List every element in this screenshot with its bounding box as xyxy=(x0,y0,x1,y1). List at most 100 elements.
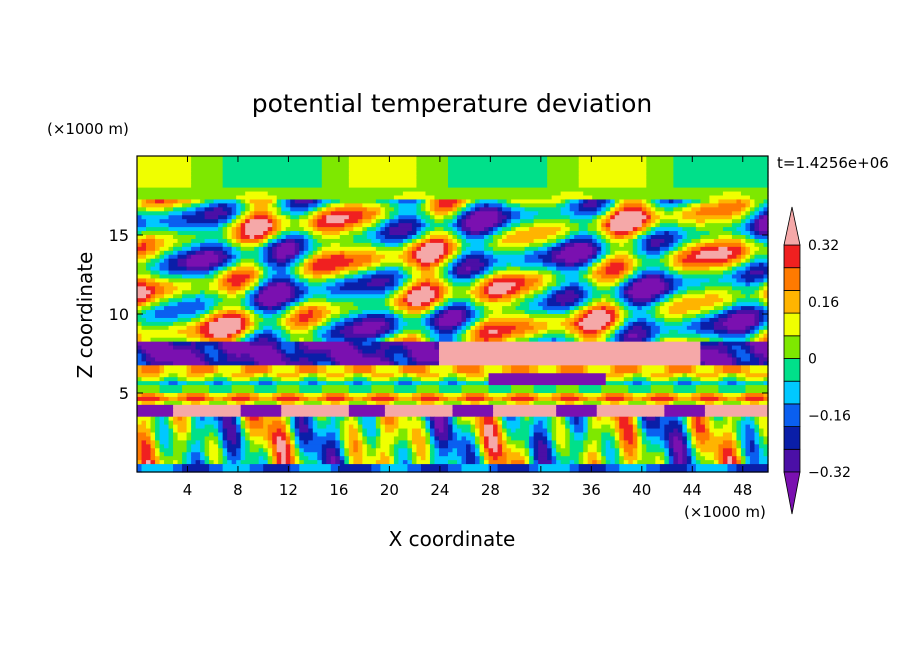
heatmap-cell xyxy=(704,408,769,414)
heatmap-cell xyxy=(389,211,400,216)
heatmap-cell xyxy=(596,302,611,307)
heatmap-cell xyxy=(173,444,188,449)
heatmap-cell xyxy=(479,448,485,453)
heatmap-cell xyxy=(231,266,237,272)
heatmap-cell xyxy=(560,227,571,232)
heatmap-cell xyxy=(578,274,584,280)
heatmap-cell xyxy=(411,428,422,434)
heatmap-cell xyxy=(245,290,251,295)
heatmap-cell xyxy=(447,250,454,256)
heatmap-cell xyxy=(177,460,183,465)
heatmap-cell xyxy=(727,349,738,355)
heatmap-cell xyxy=(479,317,485,323)
heatmap-cell xyxy=(272,444,278,449)
heatmap-cell xyxy=(191,254,219,260)
heatmap-cell xyxy=(348,215,363,220)
heatmap-cell xyxy=(429,416,436,422)
heatmap-cell xyxy=(614,317,620,323)
heatmap-cell xyxy=(754,254,769,260)
heatmap-cell xyxy=(704,294,720,299)
y-tick-label: 5 xyxy=(119,384,129,403)
heatmap-cell xyxy=(191,369,215,374)
heatmap-cell xyxy=(659,199,670,204)
heatmap-cell xyxy=(470,317,476,323)
heatmap-cell xyxy=(731,294,747,299)
heatmap-cell xyxy=(425,242,445,248)
heatmap-cell xyxy=(578,294,584,299)
heatmap-cell xyxy=(731,444,738,449)
heatmap-cell xyxy=(137,424,147,430)
heatmap-cell xyxy=(137,385,161,390)
heatmap-cell xyxy=(511,286,521,291)
heatmap-cell xyxy=(299,274,305,280)
heatmap-cell xyxy=(659,468,688,473)
heatmap-cell xyxy=(285,282,291,287)
heatmap-cell xyxy=(677,286,688,291)
heatmap-cell xyxy=(254,400,278,406)
heatmap-cell xyxy=(596,235,602,240)
heatmap-cell xyxy=(637,369,643,374)
heatmap-cell xyxy=(632,325,643,331)
heatmap-cell xyxy=(276,242,282,248)
heatmap-cell xyxy=(452,219,458,224)
heatmap-cell xyxy=(592,219,598,224)
heatmap-cell xyxy=(754,314,760,319)
heatmap-cell xyxy=(452,333,458,339)
heatmap-cell xyxy=(425,238,431,244)
heatmap-cell xyxy=(610,215,616,220)
heatmap-cell xyxy=(438,262,445,268)
heatmap-cell xyxy=(200,246,224,252)
heatmap-cell xyxy=(565,274,580,280)
heatmap-cell xyxy=(475,420,481,426)
heatmap-cell xyxy=(249,329,255,335)
heatmap-cell xyxy=(686,416,692,422)
heatmap-cell xyxy=(655,203,661,208)
heatmap-cell xyxy=(628,274,634,280)
heatmap-cell xyxy=(186,428,192,434)
heatmap-cell xyxy=(587,444,598,449)
heatmap-cell xyxy=(592,420,616,426)
heatmap-cell xyxy=(614,365,638,370)
heatmap-cell xyxy=(592,460,598,465)
heatmap-cell xyxy=(569,420,575,426)
heatmap-cell xyxy=(488,393,508,398)
heatmap-cell xyxy=(362,321,386,327)
heatmap-cell xyxy=(366,440,377,445)
heatmap-cell xyxy=(339,231,350,236)
heatmap-cell xyxy=(429,235,449,240)
heatmap-cell xyxy=(218,349,224,355)
heatmap-cell xyxy=(209,432,215,438)
heatmap-cell xyxy=(137,159,192,165)
heatmap-cell xyxy=(461,393,467,398)
heatmap-cell xyxy=(186,369,192,374)
heatmap-cell xyxy=(141,314,156,319)
heatmap-cell xyxy=(673,262,683,268)
heatmap-cell xyxy=(236,460,242,465)
heatmap-cell xyxy=(452,242,458,248)
heatmap-cell xyxy=(155,250,161,256)
heatmap-cell xyxy=(245,219,251,224)
heatmap-cell xyxy=(610,246,634,252)
heatmap-cell xyxy=(321,452,327,457)
heatmap-cell xyxy=(384,412,454,418)
heatmap-cell xyxy=(240,302,246,307)
heatmap-cell xyxy=(614,456,620,461)
heatmap-cell xyxy=(362,436,368,441)
heatmap-cell xyxy=(623,317,629,323)
heatmap-cell xyxy=(380,207,386,212)
heatmap-cell xyxy=(700,381,720,386)
heatmap-cell xyxy=(245,333,251,339)
heatmap-cell xyxy=(565,333,575,339)
heatmap-cell xyxy=(763,317,769,323)
heatmap-cell xyxy=(429,337,436,343)
heatmap-cell xyxy=(182,298,197,303)
heatmap-cell xyxy=(470,321,476,327)
heatmap-cell xyxy=(272,377,282,382)
heatmap-cell xyxy=(610,238,629,244)
heatmap-cell xyxy=(691,448,697,453)
heatmap-cell xyxy=(213,317,219,323)
heatmap-cell xyxy=(267,440,273,445)
heatmap-cell xyxy=(222,278,228,283)
heatmap-cell xyxy=(457,246,463,252)
heatmap-cell xyxy=(763,242,769,248)
